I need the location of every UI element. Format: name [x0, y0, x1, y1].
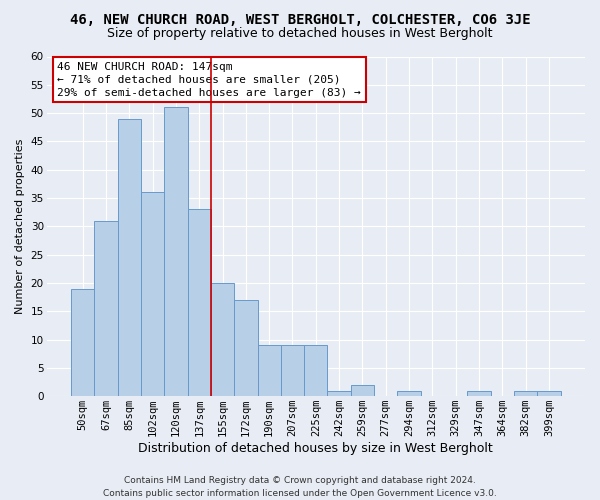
- Bar: [71, 288, 94, 396]
- Bar: [328, 390, 351, 396]
- Bar: [281, 345, 304, 396]
- Bar: [351, 385, 374, 396]
- Bar: [94, 220, 118, 396]
- Y-axis label: Number of detached properties: Number of detached properties: [15, 138, 25, 314]
- X-axis label: Distribution of detached houses by size in West Bergholt: Distribution of detached houses by size …: [139, 442, 493, 455]
- Bar: [304, 345, 328, 396]
- Text: Size of property relative to detached houses in West Bergholt: Size of property relative to detached ho…: [107, 28, 493, 40]
- Bar: [118, 119, 141, 396]
- Text: 46 NEW CHURCH ROAD: 147sqm
← 71% of detached houses are smaller (205)
29% of sem: 46 NEW CHURCH ROAD: 147sqm ← 71% of deta…: [58, 62, 361, 98]
- Bar: [164, 108, 188, 396]
- Text: Contains HM Land Registry data © Crown copyright and database right 2024.
Contai: Contains HM Land Registry data © Crown c…: [103, 476, 497, 498]
- Bar: [397, 390, 421, 396]
- Bar: [537, 390, 560, 396]
- Text: 46, NEW CHURCH ROAD, WEST BERGHOLT, COLCHESTER, CO6 3JE: 46, NEW CHURCH ROAD, WEST BERGHOLT, COLC…: [70, 12, 530, 26]
- Bar: [188, 210, 211, 396]
- Bar: [514, 390, 537, 396]
- Bar: [141, 192, 164, 396]
- Bar: [467, 390, 491, 396]
- Bar: [234, 300, 257, 396]
- Bar: [211, 283, 234, 396]
- Bar: [257, 345, 281, 396]
